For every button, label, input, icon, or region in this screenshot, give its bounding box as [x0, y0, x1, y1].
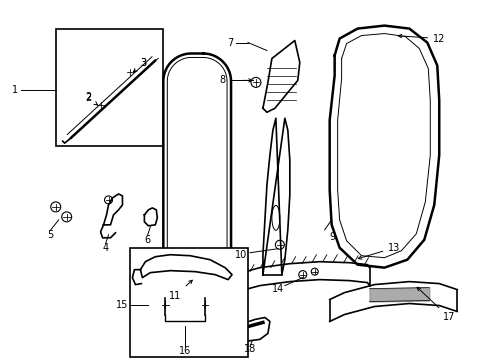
- Text: 16: 16: [179, 346, 191, 356]
- Text: 2: 2: [85, 92, 92, 102]
- Text: 5: 5: [47, 230, 54, 240]
- Text: 3: 3: [140, 58, 146, 68]
- Text: 17: 17: [416, 287, 454, 323]
- Bar: [56, 28, 163, 146]
- Text: 18: 18: [244, 345, 256, 354]
- Text: 1: 1: [12, 85, 18, 95]
- Text: 11: 11: [169, 280, 192, 301]
- Bar: [130, 248, 247, 357]
- Text: 6: 6: [144, 235, 150, 245]
- Text: 4: 4: [102, 243, 108, 253]
- Text: 14: 14: [271, 284, 284, 293]
- Text: 15: 15: [116, 300, 128, 310]
- Text: 13: 13: [358, 243, 400, 259]
- Ellipse shape: [271, 206, 279, 230]
- Text: 10: 10: [234, 250, 246, 260]
- Text: 9: 9: [329, 232, 335, 242]
- Text: 12: 12: [397, 33, 445, 44]
- Text: 2: 2: [85, 93, 97, 105]
- Text: 7: 7: [226, 37, 233, 48]
- Text: 8: 8: [219, 75, 224, 85]
- Text: 3: 3: [133, 58, 146, 72]
